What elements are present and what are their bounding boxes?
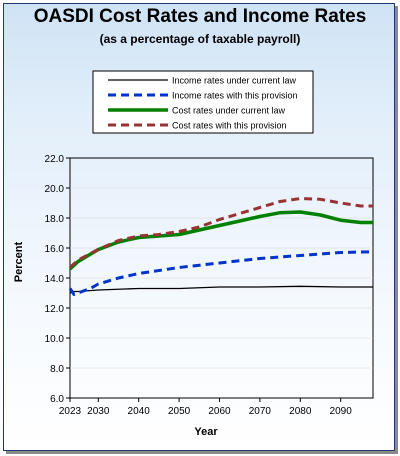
y-axis-label: Percent [13, 241, 25, 282]
series-line-2 [68, 250, 374, 296]
legend-items: Income rates under current law Income rat… [108, 76, 298, 131]
series-line-1 [69, 285, 373, 294]
x-tick-label: 2090 [330, 406, 353, 417]
legend [92, 70, 314, 134]
series-line-4 [68, 197, 373, 269]
y-tick-label: 12.0 [45, 304, 65, 315]
x-tick-label: 2070 [249, 406, 272, 417]
y-tick-label: 10.0 [45, 334, 65, 345]
y-tick-label: 6.0 [50, 394, 64, 405]
y-tick-label: 22.0 [45, 154, 65, 165]
gridlines [70, 187, 373, 369]
x-tick-label: 2060 [208, 406, 231, 417]
legend-label-3: Cost rates under current law [172, 106, 286, 116]
legend-label-1: Income rates under current law [172, 76, 297, 86]
legend-label-2: Income rates with this provision [172, 91, 298, 101]
x-tick-label: 2050 [168, 406, 191, 417]
y-tick-label: 14.0 [45, 274, 65, 285]
legend-label-4: Cost rates with this provision [172, 121, 287, 131]
legend-box [92, 70, 314, 134]
x-tick-label: 2030 [87, 406, 110, 417]
chart-title: OASDI Cost Rates and Income Rates [33, 6, 367, 27]
y-tick-label: 16.0 [45, 244, 65, 255]
y-tick-label: 8.0 [50, 364, 64, 375]
y-tick-label: 20.0 [45, 184, 65, 195]
x-tick-label: 2040 [128, 406, 151, 417]
series-lines [68, 197, 374, 296]
chart-subtitle: (as a percentage of taxable payroll) [99, 32, 301, 46]
x-axis-label: Year [194, 426, 218, 438]
x-tick-label: 2080 [289, 406, 312, 417]
series-line-3 [68, 210, 373, 271]
x-tick-label: 2023 [59, 406, 82, 417]
y-axis: 6.0 8.0 10.0 12.0 14.0 16.0 18.0 20.0 22.0 [45, 154, 70, 405]
y-tick-label: 18.0 [45, 214, 65, 225]
x-axis: 2023 2030 2040 2050 2060 2070 2080 2090 [59, 398, 352, 417]
